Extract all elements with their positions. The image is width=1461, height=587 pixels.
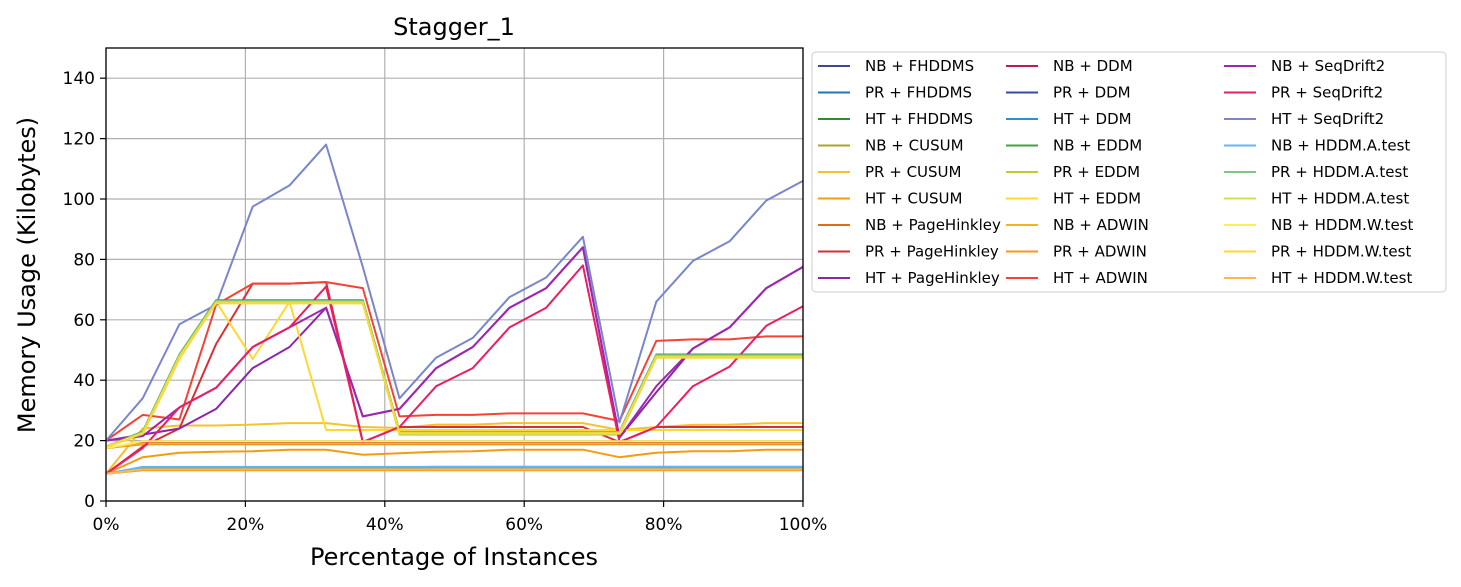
legend-entry-label: NB + DDM bbox=[1053, 57, 1133, 75]
x-tick-label: 100% bbox=[779, 515, 828, 535]
legend-entry-label: PR + EDDM bbox=[1053, 163, 1140, 181]
legend-entry-label: PR + ADWIN bbox=[1053, 243, 1147, 261]
series-layer bbox=[105, 143, 804, 475]
y-tick-label: 120 bbox=[63, 130, 95, 150]
x-tick-label: 0% bbox=[93, 515, 120, 535]
legend: NB + FHDDMS PR + FHDDMS HT + FHDDMS NB + CU… bbox=[811, 51, 1447, 293]
legend-entry-label: HT + ADWIN bbox=[1053, 269, 1148, 287]
x-axis-label: Percentage of Instances bbox=[310, 543, 598, 571]
x-tick-label: 20% bbox=[227, 515, 265, 535]
y-tick-label: 140 bbox=[63, 69, 95, 89]
series-line-25 bbox=[105, 302, 803, 448]
legend-entry-label: HT + HDDM.A.test bbox=[1271, 190, 1409, 208]
y-tick-label: 80 bbox=[73, 250, 95, 270]
legend-entry-label: PR + HDDM.W.test bbox=[1271, 243, 1411, 261]
series-line-15 bbox=[105, 442, 803, 450]
chart-title: Stagger_1 bbox=[393, 13, 515, 41]
plot-frame bbox=[105, 47, 804, 502]
x-tick-label: 80% bbox=[645, 515, 683, 535]
legend-entry-label: NB + HDDM.A.test bbox=[1271, 137, 1410, 155]
legend-entry-label: HT + FHDDMS bbox=[865, 110, 973, 128]
series-line-7 bbox=[105, 281, 803, 475]
legend-entry-label: NB + PageHinkley bbox=[865, 216, 1001, 234]
legend-entry-label: PR + FHDDMS bbox=[865, 84, 972, 102]
legend-entry-label: PR + DDM bbox=[1053, 84, 1131, 102]
series-line-4 bbox=[105, 422, 803, 475]
legend-entry-label: PR + SeqDrift2 bbox=[1271, 84, 1383, 102]
legend-entry-label: HT + HDDM.W.test bbox=[1271, 269, 1412, 287]
x-axis: 0% 20% 40% 60% 80% 100% bbox=[93, 501, 828, 535]
y-tick-label: 20 bbox=[73, 432, 95, 452]
y-tick-label: 100 bbox=[63, 190, 95, 210]
y-axis-label: Memory Usage (Kilobytes) bbox=[13, 117, 41, 433]
series-line-19 bbox=[105, 264, 804, 475]
legend-entry-label: PR + CUSUM bbox=[865, 163, 961, 181]
legend-entry-label: NB + HDDM.W.test bbox=[1271, 216, 1414, 234]
legend-frame bbox=[811, 51, 1447, 293]
legend-entry-label: HT + PageHinkley bbox=[865, 269, 1000, 287]
legend-entry-label: PR + PageHinkley bbox=[865, 243, 999, 261]
x-tick-label: 40% bbox=[366, 515, 404, 535]
series-line-14 bbox=[105, 300, 803, 448]
x-tick-label: 60% bbox=[505, 515, 543, 535]
series-line-20 bbox=[105, 143, 804, 442]
legend-entry-label: NB + CUSUM bbox=[865, 137, 964, 155]
series-line-24 bbox=[105, 440, 803, 450]
series-line-5 bbox=[105, 448, 803, 475]
y-tick-label: 0 bbox=[84, 492, 95, 512]
legend-entry-label: NB + ADWIN bbox=[1053, 216, 1149, 234]
legend-entry-label: NB + EDDM bbox=[1053, 137, 1142, 155]
legend-entry-label: HT + EDDM bbox=[1053, 190, 1141, 208]
y-axis: 0 20 40 60 80 100 120 140 bbox=[63, 69, 106, 512]
legend-entry-label: HT + DDM bbox=[1053, 110, 1132, 128]
y-tick-label: 40 bbox=[73, 371, 95, 391]
legend-entry-label: HT + CUSUM bbox=[865, 190, 962, 208]
series-line-26 bbox=[105, 468, 803, 475]
y-tick-label: 60 bbox=[73, 311, 95, 331]
series-line-21 bbox=[105, 465, 803, 475]
legend-entry-label: HT + SeqDrift2 bbox=[1271, 110, 1384, 128]
legend-entry-label: NB + SeqDrift2 bbox=[1271, 57, 1385, 75]
legend-entry-label: NB + FHDDMS bbox=[865, 57, 974, 75]
legend-entry-label: PR + HDDM.A.test bbox=[1271, 163, 1408, 181]
